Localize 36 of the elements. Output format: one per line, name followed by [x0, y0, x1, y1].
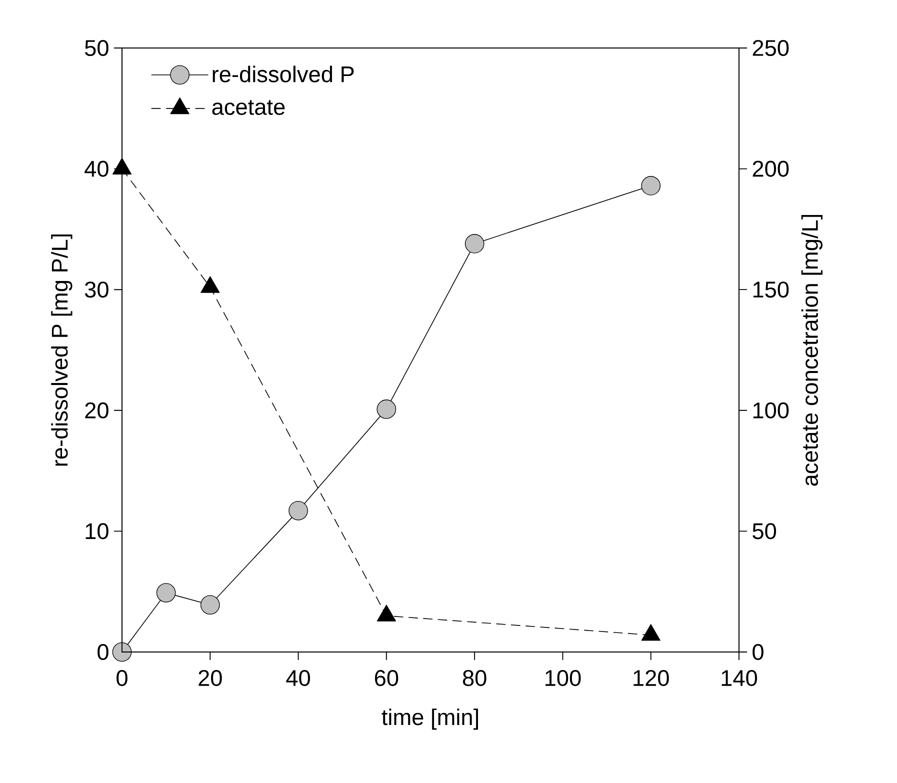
legend-label: acetate — [212, 100, 285, 115]
x-tick-label: 140 — [722, 670, 758, 686]
x-tick-label: 0 — [116, 670, 128, 686]
point — [641, 624, 660, 641]
x-axis-title: time [min] — [382, 708, 478, 730]
point — [156, 583, 176, 602]
x-tick-label: 120 — [634, 670, 669, 686]
x-tick-label: 100 — [546, 670, 581, 686]
legend-label: re-dissolved P — [212, 66, 354, 82]
point — [376, 604, 396, 622]
point — [288, 501, 308, 520]
y-tick-label: 40 — [84, 160, 108, 177]
point — [464, 234, 484, 254]
point — [112, 158, 132, 174]
point — [376, 400, 396, 419]
y-tick-label: 30 — [84, 282, 108, 298]
point — [200, 595, 220, 615]
y2-tick-label: 50 — [752, 523, 776, 540]
y2-tick-label: 200 — [752, 160, 789, 177]
x-tick-label: 40 — [286, 670, 310, 686]
y-tick-label: 0 — [98, 644, 108, 660]
y2-tick-label: 150 — [753, 282, 789, 298]
y2-tick-label: 0 — [752, 644, 764, 660]
y-tick-label: 10 — [86, 523, 108, 540]
y2-axis-title: acetate concetration [mg/L] — [801, 214, 822, 486]
y-tick-label: 50 — [84, 40, 108, 56]
y-tick-label: 20 — [85, 402, 108, 418]
point — [200, 276, 220, 293]
point — [112, 642, 132, 662]
y2-tick-label: 250 — [752, 40, 789, 56]
point — [641, 176, 661, 196]
y-axis-title: re-dissolved P [mg P/L] — [51, 234, 72, 466]
y2-tick-label: 100 — [753, 402, 789, 418]
x-tick-label: 20 — [198, 670, 222, 686]
x-tick-label: 60 — [374, 670, 398, 686]
x-tick-label: 80 — [462, 670, 486, 686]
